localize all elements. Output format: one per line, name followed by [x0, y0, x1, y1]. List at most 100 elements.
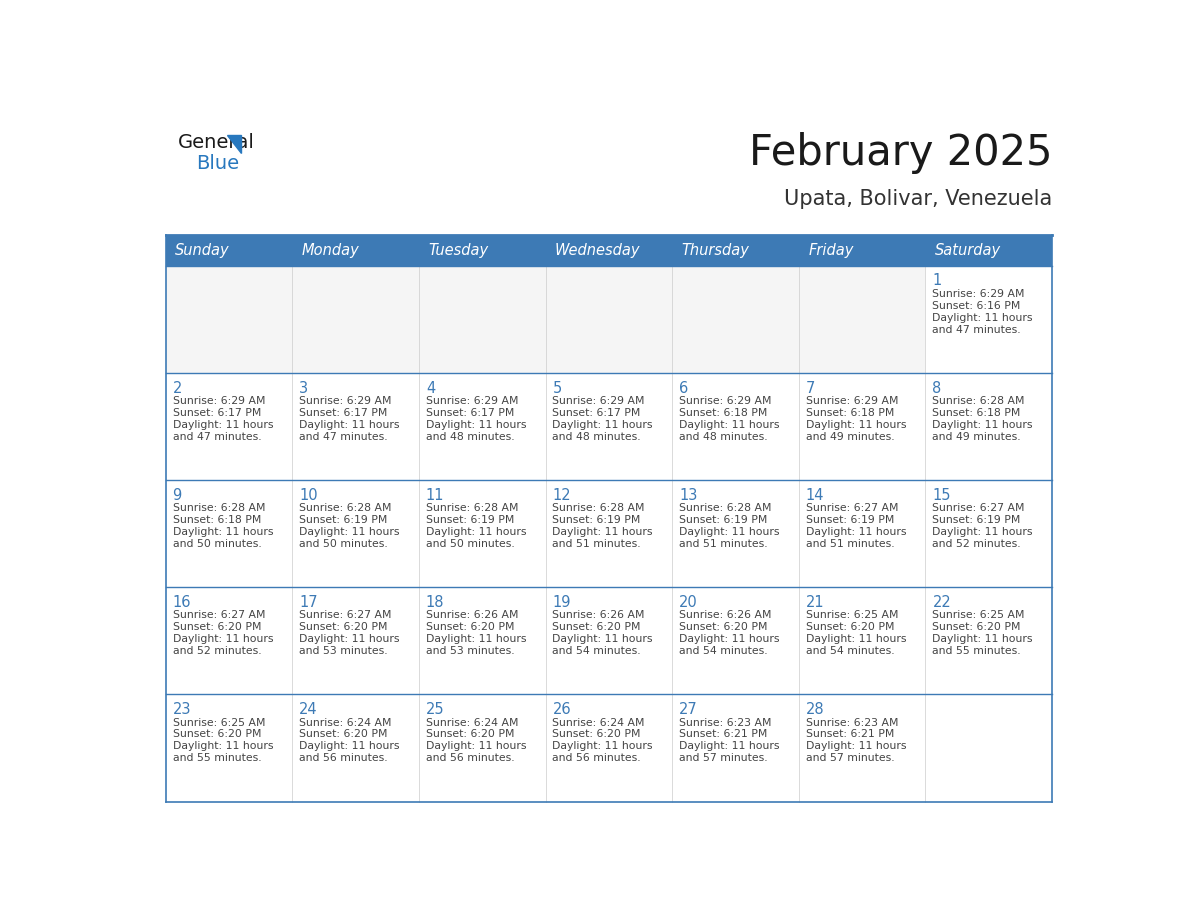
Text: Sunrise: 6:29 AM: Sunrise: 6:29 AM	[425, 396, 518, 406]
Text: 20: 20	[680, 595, 697, 610]
Text: Sunrise: 6:27 AM: Sunrise: 6:27 AM	[172, 610, 265, 621]
Text: Daylight: 11 hours: Daylight: 11 hours	[933, 313, 1034, 322]
Bar	[798, 588, 925, 694]
Text: 4: 4	[425, 381, 435, 396]
Text: 2: 2	[172, 381, 182, 396]
Text: Sunset: 6:20 PM: Sunset: 6:20 PM	[552, 622, 642, 633]
Text: Sunset: 6:19 PM: Sunset: 6:19 PM	[680, 515, 767, 525]
Text: Sunrise: 6:27 AM: Sunrise: 6:27 AM	[299, 610, 392, 621]
Text: 3: 3	[299, 381, 309, 396]
Text: Sunset: 6:17 PM: Sunset: 6:17 PM	[552, 408, 640, 418]
Text: 28: 28	[805, 702, 824, 717]
Text: Daylight: 11 hours: Daylight: 11 hours	[552, 742, 653, 752]
Text: 11: 11	[425, 487, 444, 503]
Bar	[419, 588, 545, 694]
Bar	[292, 588, 419, 694]
Text: 7: 7	[805, 381, 815, 396]
Bar	[165, 373, 292, 480]
Bar	[165, 694, 292, 801]
Text: Sunset: 6:20 PM: Sunset: 6:20 PM	[680, 622, 767, 633]
Text: Sunset: 6:21 PM: Sunset: 6:21 PM	[680, 730, 767, 740]
Text: February 2025: February 2025	[748, 131, 1053, 174]
Text: Sunrise: 6:23 AM: Sunrise: 6:23 AM	[805, 718, 898, 728]
Text: Sunset: 6:20 PM: Sunset: 6:20 PM	[172, 622, 261, 633]
Text: 23: 23	[172, 702, 191, 717]
Text: and 54 minutes.: and 54 minutes.	[680, 646, 767, 656]
Text: Daylight: 11 hours: Daylight: 11 hours	[933, 634, 1034, 644]
Text: 19: 19	[552, 595, 571, 610]
Text: 24: 24	[299, 702, 318, 717]
Bar	[165, 265, 292, 373]
Text: Sunrise: 6:24 AM: Sunrise: 6:24 AM	[425, 718, 518, 728]
Text: Sunset: 6:20 PM: Sunset: 6:20 PM	[425, 622, 514, 633]
Text: 27: 27	[680, 702, 697, 717]
Text: 15: 15	[933, 487, 950, 503]
Bar	[419, 480, 545, 588]
Text: Sunrise: 6:28 AM: Sunrise: 6:28 AM	[172, 503, 265, 513]
Text: Tuesday: Tuesday	[428, 242, 488, 258]
Bar	[798, 480, 925, 588]
Text: and 55 minutes.: and 55 minutes.	[172, 754, 261, 764]
Text: Daylight: 11 hours: Daylight: 11 hours	[299, 634, 399, 644]
Text: Sunset: 6:20 PM: Sunset: 6:20 PM	[552, 730, 642, 740]
Text: Sunrise: 6:25 AM: Sunrise: 6:25 AM	[805, 610, 898, 621]
Text: and 52 minutes.: and 52 minutes.	[933, 539, 1022, 549]
Text: Sunrise: 6:28 AM: Sunrise: 6:28 AM	[425, 503, 518, 513]
Text: Wednesday: Wednesday	[555, 242, 640, 258]
Bar	[672, 265, 798, 373]
Bar	[672, 480, 798, 588]
Bar	[925, 480, 1053, 588]
Text: Sunrise: 6:24 AM: Sunrise: 6:24 AM	[552, 718, 645, 728]
Text: and 47 minutes.: and 47 minutes.	[933, 325, 1022, 334]
Polygon shape	[227, 135, 241, 153]
Bar	[419, 694, 545, 801]
Text: and 51 minutes.: and 51 minutes.	[680, 539, 767, 549]
Bar	[798, 265, 925, 373]
Bar	[672, 694, 798, 801]
Text: 5: 5	[552, 381, 562, 396]
Text: and 48 minutes.: and 48 minutes.	[552, 431, 642, 442]
Bar	[925, 265, 1053, 373]
Text: 13: 13	[680, 487, 697, 503]
Text: 26: 26	[552, 702, 571, 717]
Text: Sunset: 6:18 PM: Sunset: 6:18 PM	[933, 408, 1020, 418]
Bar	[798, 373, 925, 480]
Text: Sunset: 6:18 PM: Sunset: 6:18 PM	[805, 408, 895, 418]
Text: Daylight: 11 hours: Daylight: 11 hours	[425, 742, 526, 752]
Text: Daylight: 11 hours: Daylight: 11 hours	[425, 420, 526, 430]
Bar	[545, 480, 672, 588]
Bar	[292, 694, 419, 801]
Text: Sunrise: 6:28 AM: Sunrise: 6:28 AM	[299, 503, 392, 513]
Text: Sunrise: 6:29 AM: Sunrise: 6:29 AM	[552, 396, 645, 406]
Text: Sunset: 6:20 PM: Sunset: 6:20 PM	[299, 622, 387, 633]
Text: and 51 minutes.: and 51 minutes.	[552, 539, 642, 549]
Text: Daylight: 11 hours: Daylight: 11 hours	[299, 527, 399, 537]
Text: Daylight: 11 hours: Daylight: 11 hours	[172, 420, 273, 430]
Text: Daylight: 11 hours: Daylight: 11 hours	[680, 634, 779, 644]
Text: and 50 minutes.: and 50 minutes.	[425, 539, 514, 549]
Bar	[925, 588, 1053, 694]
Text: Sunrise: 6:29 AM: Sunrise: 6:29 AM	[172, 396, 265, 406]
Text: and 57 minutes.: and 57 minutes.	[805, 754, 895, 764]
Text: 1: 1	[933, 274, 942, 288]
Bar	[545, 373, 672, 480]
Text: 17: 17	[299, 595, 318, 610]
Text: Sunrise: 6:28 AM: Sunrise: 6:28 AM	[933, 396, 1025, 406]
Text: and 50 minutes.: and 50 minutes.	[299, 539, 388, 549]
Text: Sunrise: 6:28 AM: Sunrise: 6:28 AM	[552, 503, 645, 513]
Text: and 55 minutes.: and 55 minutes.	[933, 646, 1022, 656]
Text: 14: 14	[805, 487, 824, 503]
Text: Sunset: 6:20 PM: Sunset: 6:20 PM	[172, 730, 261, 740]
Text: Daylight: 11 hours: Daylight: 11 hours	[933, 527, 1034, 537]
Text: Daylight: 11 hours: Daylight: 11 hours	[299, 420, 399, 430]
Text: Sunset: 6:18 PM: Sunset: 6:18 PM	[680, 408, 767, 418]
Text: Sunrise: 6:27 AM: Sunrise: 6:27 AM	[805, 503, 898, 513]
Text: Saturday: Saturday	[935, 242, 1001, 258]
Text: Daylight: 11 hours: Daylight: 11 hours	[805, 634, 906, 644]
Text: Sunset: 6:16 PM: Sunset: 6:16 PM	[933, 301, 1020, 310]
Text: Sunrise: 6:29 AM: Sunrise: 6:29 AM	[805, 396, 898, 406]
Text: Sunrise: 6:26 AM: Sunrise: 6:26 AM	[425, 610, 518, 621]
Text: Sunset: 6:19 PM: Sunset: 6:19 PM	[425, 515, 514, 525]
Bar	[545, 694, 672, 801]
Text: Sunrise: 6:29 AM: Sunrise: 6:29 AM	[933, 289, 1025, 298]
